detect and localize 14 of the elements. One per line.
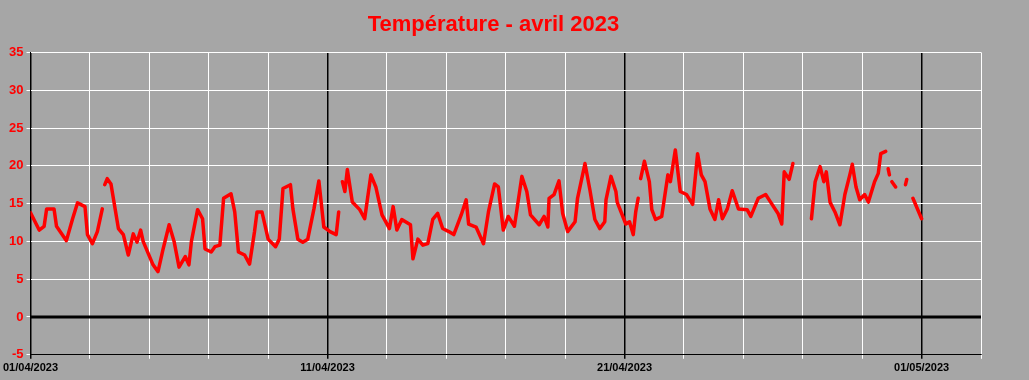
x-tick-label: 01/05/2023 [894,361,950,374]
y-tick-label: 10 [9,232,24,248]
x-tick-label: 21/04/2023 [597,361,653,374]
y-tick-label: -5 [11,346,24,362]
y-tick-label: 15 [9,195,24,211]
y-tick-label: 5 [16,270,24,286]
y-tick-label: 35 [9,43,24,59]
chart-title: Température - avril 2023 [367,11,620,37]
x-tick-label: 11/04/2023 [300,361,355,374]
y-tick-label: 0 [16,308,24,324]
y-tick-label: 20 [9,157,24,173]
x-tick-label: 01/04/2023 [3,361,59,374]
y-tick-label: 25 [9,119,24,135]
y-tick-label: 30 [9,81,24,97]
